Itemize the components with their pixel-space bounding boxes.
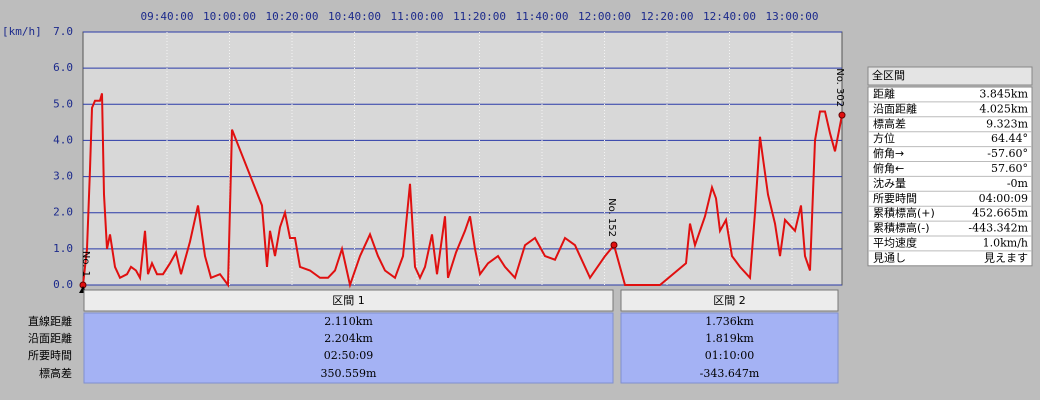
summary-value: 9.323m: [986, 117, 1028, 130]
x-tick-label: 09:40:00: [141, 10, 194, 23]
summary-value: -0m: [1007, 177, 1029, 190]
cell-value: 1.736km: [705, 315, 754, 328]
cell-value: 02:50:09: [324, 349, 373, 362]
cell-value: 1.819km: [705, 332, 754, 345]
y-tick-label: 0.0: [53, 278, 73, 291]
y-tick-label: 7.0: [53, 25, 73, 38]
cell-value: 2.204km: [324, 332, 373, 345]
summary-value: 3.845km: [979, 87, 1028, 100]
x-tick-label: 12:40:00: [703, 10, 756, 23]
y-tick-label: 3.0: [53, 170, 73, 183]
cell-value: 2.110km: [324, 315, 373, 328]
x-tick-label: 11:00:00: [391, 10, 444, 23]
column-title: 区間 2: [713, 294, 746, 307]
column-header: [620, 289, 839, 312]
y-tick-label: 5.0: [53, 97, 73, 110]
point-label: No. 152: [606, 198, 617, 237]
summary-title-bg: [867, 66, 1033, 86]
value-area: [83, 312, 614, 384]
x-tick-label: 10:00:00: [203, 10, 256, 23]
row-label: 沿面距離: [28, 331, 72, 345]
summary-label: 所要時間: [873, 192, 917, 205]
y-tick-label: 1.0: [53, 242, 73, 255]
summary-label: 累積標高(-): [873, 221, 930, 235]
summary-label: 俯角→: [873, 146, 904, 160]
summary-value: 452.665m: [972, 207, 1028, 220]
summary-title: 全区間: [872, 68, 905, 82]
point-marker: [838, 111, 846, 119]
summary-label: 俯角←: [873, 161, 904, 175]
summary-label: 方位: [873, 131, 895, 145]
cell-value: -343.647m: [700, 367, 760, 380]
summary-value: -57.60°: [987, 147, 1028, 160]
summary-label: 沈み量: [873, 176, 906, 190]
x-tick-label: 12:20:00: [641, 10, 694, 23]
column-header: [83, 289, 614, 312]
y-tick-label: 2.0: [53, 206, 73, 219]
cell-value: 01:10:00: [705, 349, 754, 362]
summary-value: 1.0km/h: [983, 236, 1028, 249]
cell-value: 350.559m: [321, 367, 377, 380]
summary-label: 平均速度: [873, 235, 917, 249]
y-axis-label: [km/h]: [2, 25, 42, 38]
value-area: [620, 312, 839, 384]
x-tick-label: 10:40:00: [328, 10, 381, 23]
summary-value: 4.025km: [979, 102, 1028, 115]
row-label: 標高差: [39, 366, 72, 380]
plot-area: [82, 31, 843, 286]
y-tick-label: 4.0: [53, 133, 73, 146]
point-marker: [610, 241, 618, 249]
summary-label: 累積標高(+): [873, 206, 935, 220]
x-tick-label: 11:40:00: [516, 10, 569, 23]
point-label: No. 302: [834, 68, 845, 107]
x-tick-label: 13:00:00: [766, 10, 819, 23]
summary-value: 見えます: [984, 251, 1028, 264]
x-tick-label: 11:20:00: [453, 10, 506, 23]
point-label: No. 1: [80, 251, 91, 277]
summary-label: 沿面距離: [873, 101, 917, 115]
column-title: 区間 1: [332, 294, 365, 307]
summary-value: 04:00:09: [979, 192, 1028, 205]
x-tick-label: 12:00:00: [578, 10, 631, 23]
y-tick-label: 6.0: [53, 61, 73, 74]
summary-label: 見通し: [873, 251, 906, 264]
summary-value: 64.44°: [991, 132, 1028, 145]
summary-label: 標高差: [873, 116, 906, 130]
summary-label: 距離: [873, 86, 895, 100]
summary-value: -443.342m: [968, 222, 1028, 235]
speed-line: [82, 93, 843, 289]
x-tick-label: 10:20:00: [266, 10, 319, 23]
row-label: 所要時間: [28, 349, 72, 362]
row-label: 直線距離: [28, 314, 72, 328]
summary-value: 57.60°: [991, 162, 1028, 175]
